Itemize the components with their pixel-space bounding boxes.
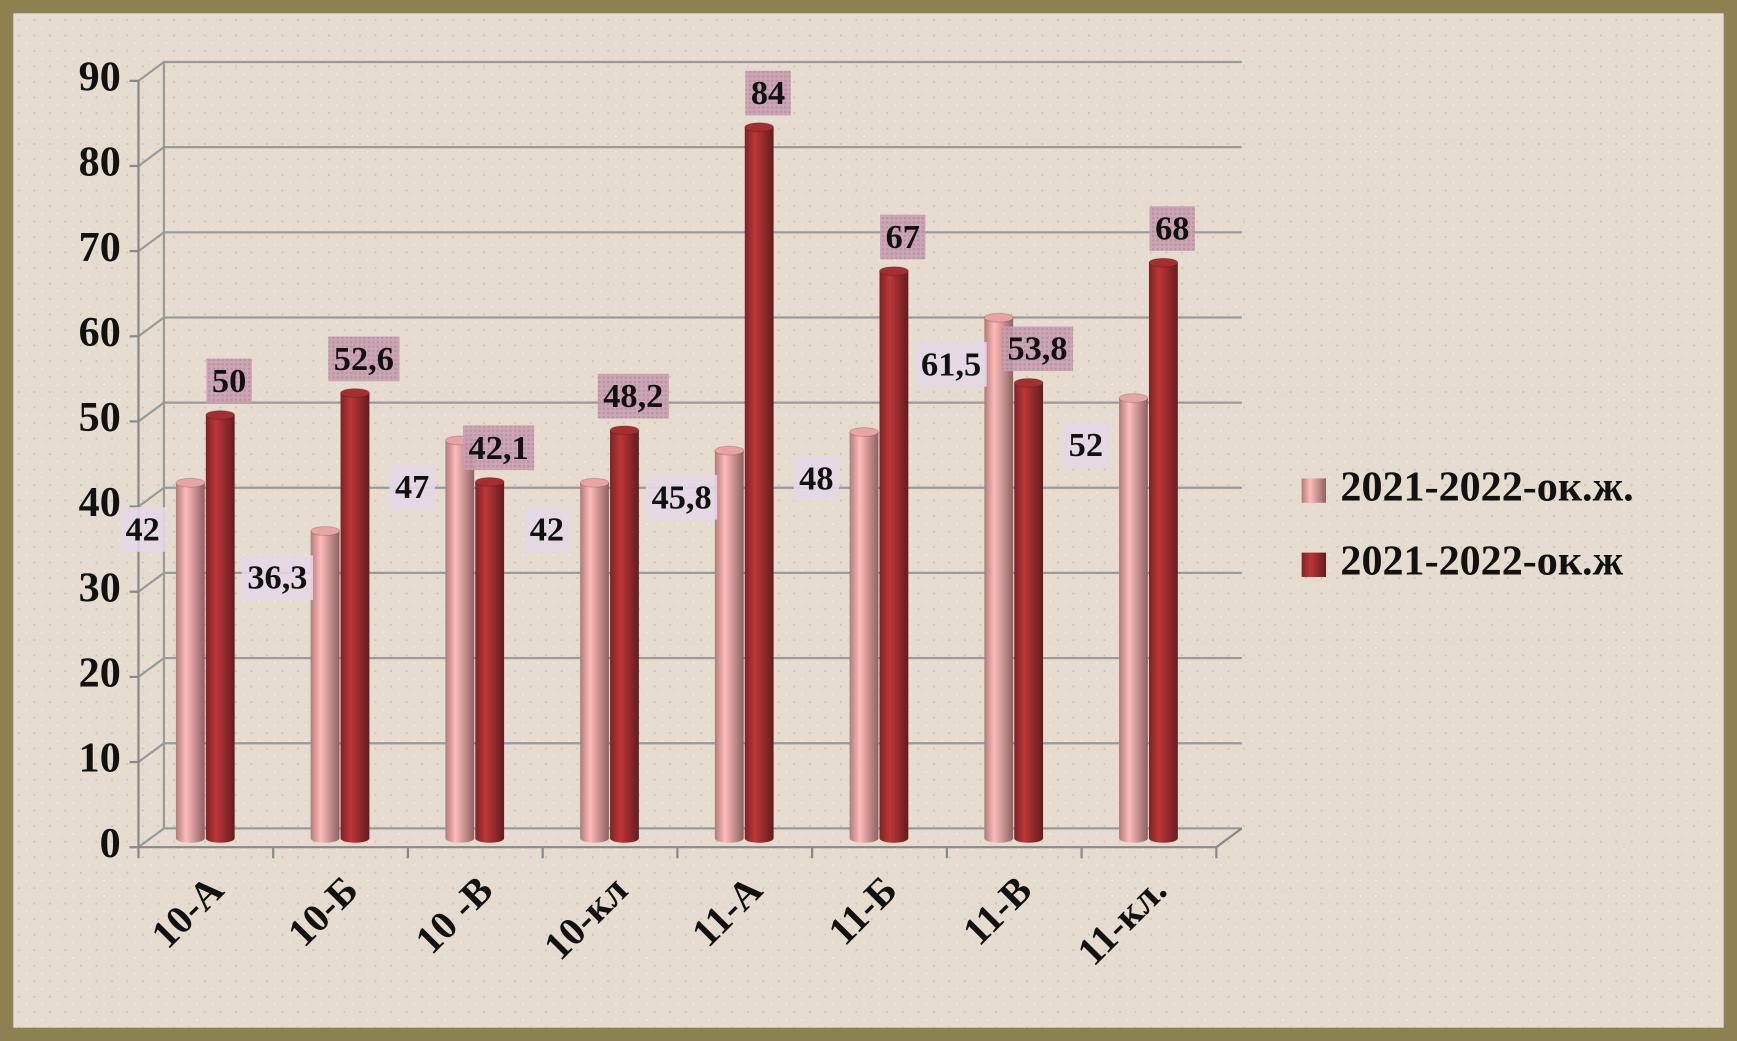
bar-top bbox=[205, 410, 236, 421]
data-label-group: 52,6 bbox=[328, 336, 400, 382]
grid-line bbox=[137, 60, 1242, 82]
data-label-group: 53,8 bbox=[1001, 326, 1074, 372]
bar bbox=[175, 482, 205, 839]
y-tick-label: 20 bbox=[79, 651, 121, 697]
data-label: 42 bbox=[126, 510, 160, 548]
bar bbox=[879, 271, 909, 839]
bar bbox=[580, 482, 609, 839]
data-label-group: 84 bbox=[745, 70, 791, 116]
data-label-bg bbox=[1149, 206, 1195, 251]
data-label-bg bbox=[880, 214, 926, 260]
data-label: 45,8 bbox=[652, 478, 712, 516]
legend-swatch bbox=[1301, 552, 1327, 577]
data-label-group: 45,8 bbox=[646, 474, 718, 520]
y-tick-label: 50 bbox=[79, 395, 121, 441]
data-label-bg bbox=[241, 555, 314, 601]
bar-top bbox=[983, 312, 1014, 323]
data-label-group: 48 bbox=[793, 456, 840, 502]
data-label-bg bbox=[1001, 326, 1074, 372]
bar-top bbox=[744, 122, 775, 133]
y-tick-label: 60 bbox=[79, 310, 121, 356]
data-label-bg bbox=[389, 464, 435, 510]
bar-top bbox=[340, 388, 370, 399]
legend-label: 2021-2022-ок.ж bbox=[1340, 538, 1623, 584]
data-label-bg bbox=[1063, 422, 1109, 468]
bar bbox=[205, 415, 235, 839]
bar-top bbox=[878, 266, 909, 277]
data-label: 67 bbox=[886, 218, 920, 256]
data-label-bg bbox=[524, 507, 570, 552]
data-label-group: 47 bbox=[389, 464, 435, 510]
y-tick-label: 10 bbox=[79, 736, 121, 782]
data-label: 53,8 bbox=[1007, 330, 1067, 368]
data-label-group: 50 bbox=[206, 358, 252, 404]
bar bbox=[1119, 398, 1148, 839]
data-label-bg bbox=[119, 507, 166, 552]
data-label-group: 42,1 bbox=[462, 425, 535, 471]
bar bbox=[1014, 382, 1044, 839]
bar bbox=[310, 531, 340, 839]
data-label: 42 bbox=[530, 510, 564, 548]
data-label-group: 52 bbox=[1063, 422, 1109, 468]
bar-top bbox=[849, 426, 879, 437]
bar-top bbox=[579, 477, 610, 488]
data-label: 48,2 bbox=[603, 377, 663, 415]
data-label: 52 bbox=[1069, 426, 1103, 464]
data-label: 84 bbox=[751, 74, 785, 112]
y-tick-label: 0 bbox=[100, 821, 121, 867]
bar-top bbox=[1013, 377, 1044, 388]
legend-swatch bbox=[1301, 478, 1327, 503]
data-label: 42,1 bbox=[469, 429, 529, 467]
data-label-group: 48,2 bbox=[597, 373, 669, 419]
data-label: 36,3 bbox=[247, 559, 307, 597]
y-tick-label: 70 bbox=[79, 225, 121, 271]
data-label: 68 bbox=[1155, 210, 1189, 248]
data-label: 47 bbox=[395, 468, 429, 506]
data-label-bg bbox=[462, 425, 535, 471]
data-label-group: 68 bbox=[1149, 206, 1195, 251]
bar bbox=[744, 127, 774, 839]
y-tick-label: 40 bbox=[79, 480, 121, 526]
bar-top bbox=[310, 526, 341, 537]
data-label-bg bbox=[793, 456, 840, 502]
bar-top bbox=[474, 476, 505, 487]
y-tick-label: 90 bbox=[79, 55, 121, 101]
bar bbox=[1148, 262, 1178, 839]
data-label-bg bbox=[206, 358, 252, 404]
data-label-bg bbox=[745, 70, 791, 116]
data-label-group: 67 bbox=[880, 214, 926, 260]
data-label-bg bbox=[915, 342, 987, 387]
bar-top bbox=[1118, 393, 1149, 404]
bar bbox=[984, 317, 1014, 839]
data-label: 48 bbox=[799, 460, 833, 498]
bar-top bbox=[609, 425, 640, 436]
data-label-group: 42 bbox=[119, 507, 166, 552]
y-tick-label: 80 bbox=[79, 140, 121, 186]
bar bbox=[610, 430, 639, 839]
data-label: 61,5 bbox=[921, 345, 981, 383]
data-label-group: 61,5 bbox=[915, 342, 987, 387]
legend-label: 2021-2022-ок.ж. bbox=[1340, 464, 1633, 510]
y-tick-label: 30 bbox=[79, 565, 121, 611]
bar bbox=[849, 431, 879, 839]
bar-top bbox=[1148, 257, 1179, 268]
bar bbox=[475, 481, 505, 839]
data-label-group: 42 bbox=[524, 507, 570, 552]
data-label-bg bbox=[328, 336, 400, 382]
bar-top bbox=[175, 477, 206, 488]
data-label: 52,6 bbox=[334, 340, 394, 378]
data-label-bg bbox=[646, 474, 718, 520]
data-label: 50 bbox=[212, 362, 246, 400]
bar-top bbox=[714, 445, 745, 456]
bar bbox=[340, 393, 370, 839]
grid-line bbox=[137, 146, 1242, 167]
bar bbox=[714, 450, 744, 839]
data-label-bg bbox=[597, 373, 669, 419]
data-label-group: 36,3 bbox=[241, 555, 314, 601]
bar bbox=[445, 440, 475, 839]
